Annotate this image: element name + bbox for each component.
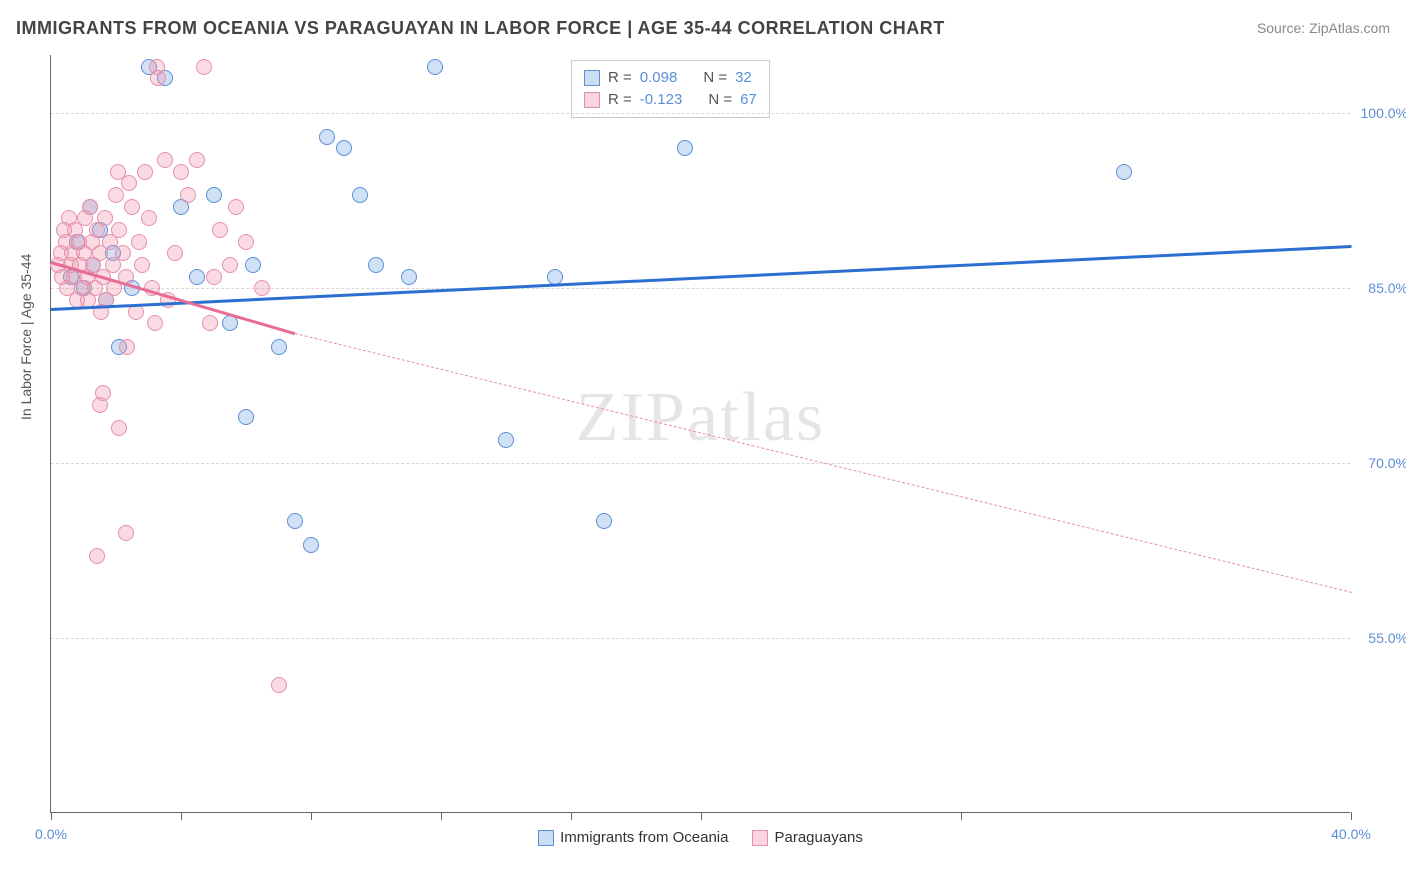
data-point xyxy=(401,269,417,285)
data-point xyxy=(121,175,137,191)
y-tick-label: 100.0% xyxy=(1358,105,1406,121)
data-point xyxy=(254,280,270,296)
r-value: 0.098 xyxy=(640,67,678,89)
data-point xyxy=(180,187,196,203)
data-point xyxy=(189,269,205,285)
data-point xyxy=(189,152,205,168)
r-value: -0.123 xyxy=(640,89,683,111)
data-point xyxy=(596,513,612,529)
x-tick xyxy=(441,812,442,820)
data-point xyxy=(287,513,303,529)
x-tick xyxy=(311,812,312,820)
data-point xyxy=(352,187,368,203)
data-point xyxy=(1116,164,1132,180)
series-label: Paraguayans xyxy=(774,829,862,846)
data-point xyxy=(115,245,131,261)
x-tick-label: 40.0% xyxy=(1331,826,1371,842)
gridline xyxy=(51,113,1350,114)
y-tick-label: 55.0% xyxy=(1358,630,1406,646)
data-point xyxy=(82,199,98,215)
y-tick-label: 85.0% xyxy=(1358,280,1406,296)
data-point xyxy=(147,315,163,331)
data-point xyxy=(173,164,189,180)
data-point xyxy=(202,315,218,331)
data-point xyxy=(118,525,134,541)
x-tick-label: 0.0% xyxy=(35,826,67,842)
data-point xyxy=(141,210,157,226)
data-point xyxy=(319,129,335,145)
correlation-legend: R = 0.098 N = 32 R = -0.123 N = 67 xyxy=(571,60,770,118)
data-point xyxy=(108,187,124,203)
x-tick xyxy=(701,812,702,820)
data-point xyxy=(206,269,222,285)
data-point xyxy=(137,164,153,180)
data-point xyxy=(111,222,127,238)
x-tick xyxy=(1351,812,1352,820)
data-point xyxy=(131,234,147,250)
data-point xyxy=(89,548,105,564)
data-point xyxy=(157,152,173,168)
data-point xyxy=(222,257,238,273)
data-point xyxy=(150,70,166,86)
data-point xyxy=(303,537,319,553)
data-point xyxy=(245,257,261,273)
swatch-icon xyxy=(584,70,600,86)
x-tick xyxy=(51,812,52,820)
data-point xyxy=(124,199,140,215)
data-point xyxy=(196,59,212,75)
data-point xyxy=(111,420,127,436)
data-point xyxy=(271,339,287,355)
data-point xyxy=(134,257,150,273)
data-point xyxy=(119,339,135,355)
gridline xyxy=(51,638,1350,639)
data-point xyxy=(167,245,183,261)
series-legend: Immigrants from Oceania Paraguayans xyxy=(51,829,1350,846)
data-point xyxy=(206,187,222,203)
swatch-icon xyxy=(538,830,554,846)
swatch-icon xyxy=(752,830,768,846)
data-point xyxy=(547,269,563,285)
data-point xyxy=(271,677,287,693)
series-label: Immigrants from Oceania xyxy=(560,829,728,846)
gridline xyxy=(51,288,1350,289)
data-point xyxy=(238,409,254,425)
legend-row-paraguayans: R = -0.123 N = 67 xyxy=(584,89,757,111)
data-point xyxy=(368,257,384,273)
data-point xyxy=(97,210,113,226)
data-point xyxy=(677,140,693,156)
x-tick xyxy=(181,812,182,820)
legend-row-oceania: R = 0.098 N = 32 xyxy=(584,67,757,89)
y-axis-label: In Labor Force | Age 35-44 xyxy=(18,254,34,420)
data-point xyxy=(238,234,254,250)
source-label: Source: ZipAtlas.com xyxy=(1257,20,1390,36)
trend-line xyxy=(51,245,1351,311)
scatter-plot: ZIPatlas R = 0.098 N = 32 R = -0.123 N =… xyxy=(50,55,1350,813)
data-point xyxy=(212,222,228,238)
watermark: ZIPatlas xyxy=(576,378,825,458)
n-value: 67 xyxy=(740,89,757,111)
data-point xyxy=(228,199,244,215)
data-point xyxy=(427,59,443,75)
swatch-icon xyxy=(584,92,600,108)
y-tick-label: 70.0% xyxy=(1358,455,1406,471)
data-point xyxy=(336,140,352,156)
data-point xyxy=(498,432,514,448)
gridline xyxy=(51,463,1350,464)
chart-title: IMMIGRANTS FROM OCEANIA VS PARAGUAYAN IN… xyxy=(16,18,945,39)
x-tick xyxy=(961,812,962,820)
data-point xyxy=(95,385,111,401)
x-tick xyxy=(571,812,572,820)
n-value: 32 xyxy=(735,67,752,89)
